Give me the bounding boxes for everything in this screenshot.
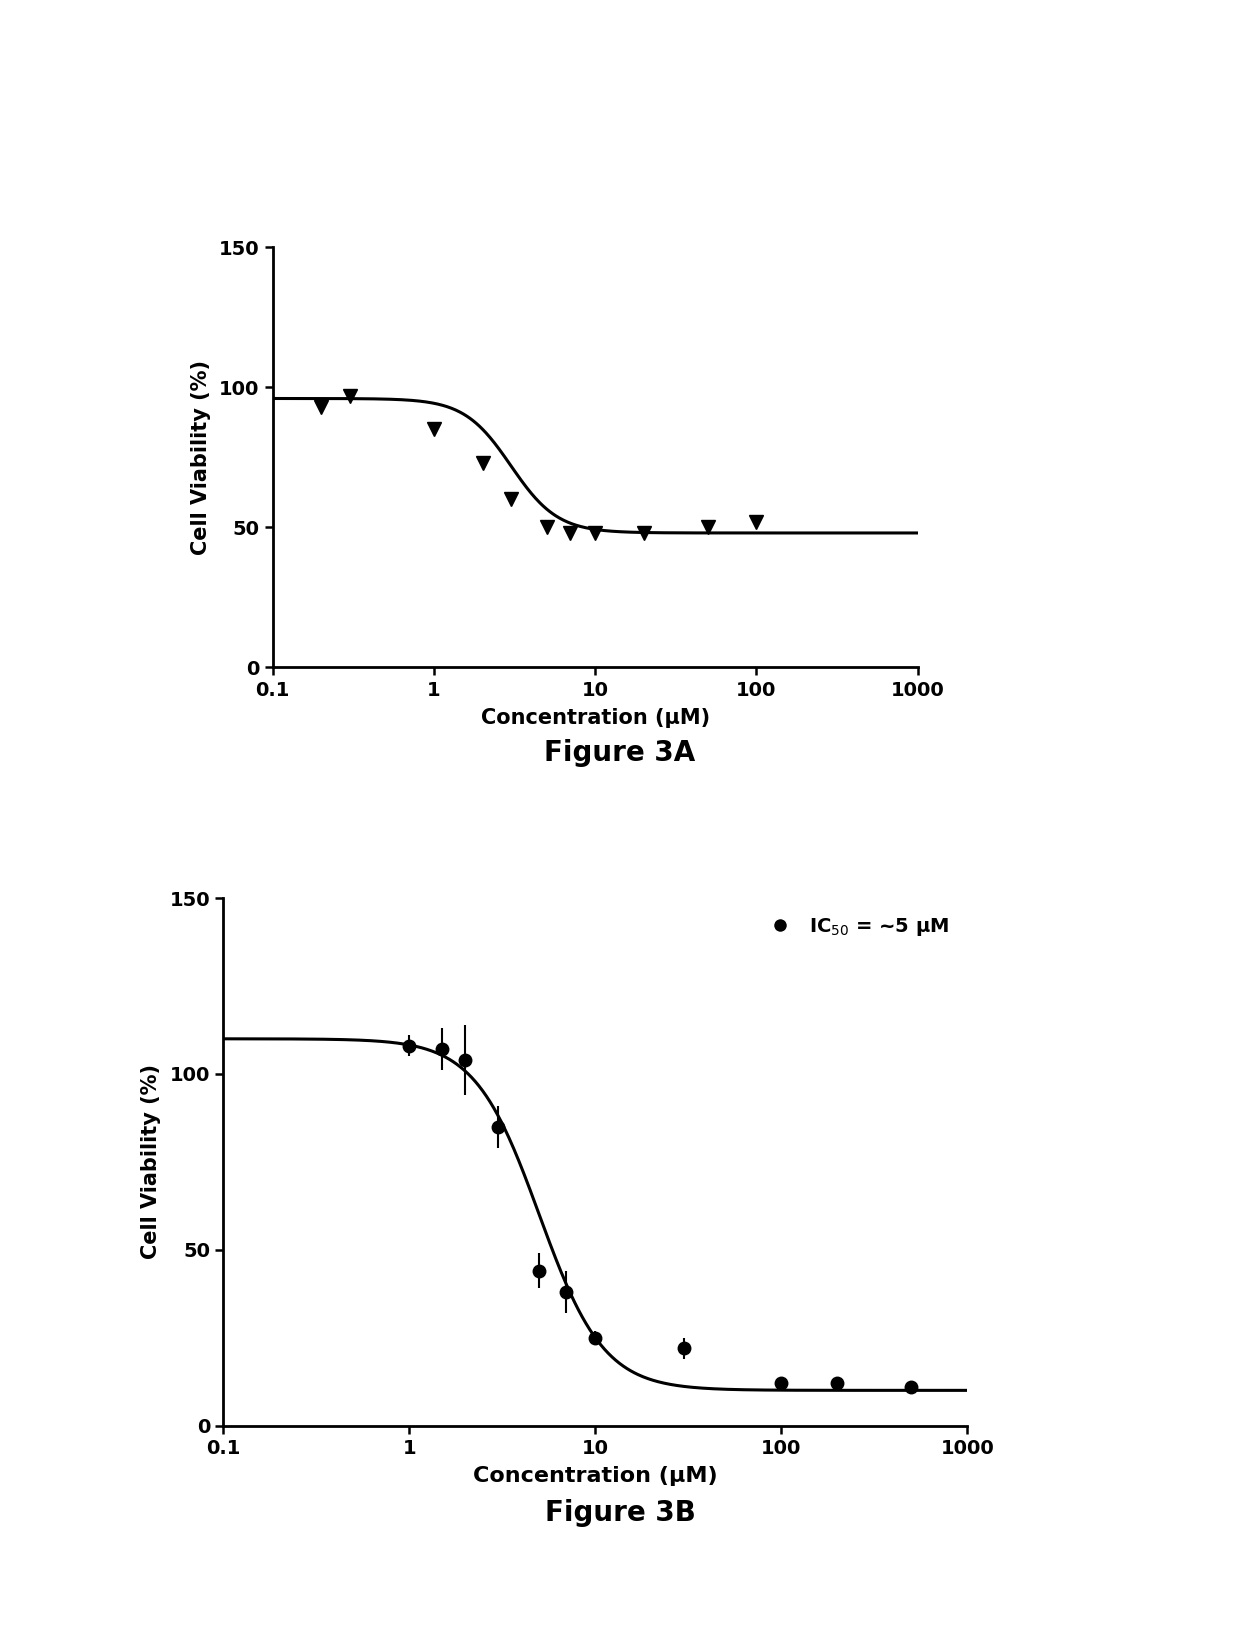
Text: Figure 3A: Figure 3A	[544, 740, 696, 766]
X-axis label: Concentration (μM): Concentration (μM)	[481, 709, 709, 728]
Y-axis label: Cell Viability (%): Cell Viability (%)	[191, 359, 211, 555]
X-axis label: Concentration (μM): Concentration (μM)	[472, 1467, 718, 1486]
Y-axis label: Cell Viability (%): Cell Viability (%)	[141, 1065, 161, 1259]
Legend: IC$_{50}$ = ~5 μM: IC$_{50}$ = ~5 μM	[753, 908, 957, 946]
Text: Figure 3B: Figure 3B	[544, 1500, 696, 1526]
